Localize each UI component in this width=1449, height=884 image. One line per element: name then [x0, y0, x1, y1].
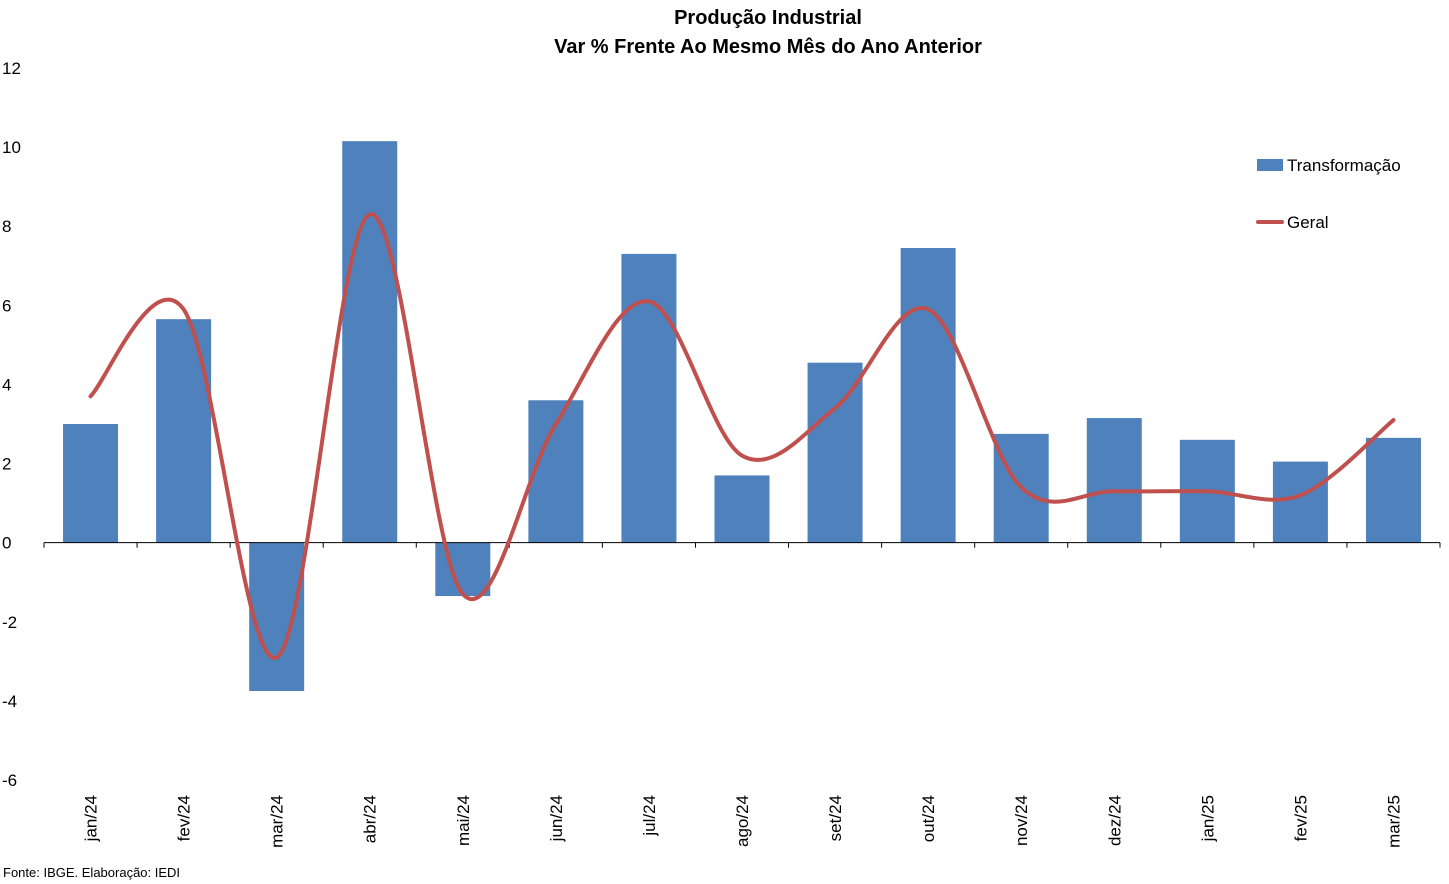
y-tick-label: -4 — [2, 692, 17, 711]
bar-mar-24 — [249, 542, 305, 691]
bar-fev-24 — [156, 319, 212, 543]
source-note: Fonte: IBGE. Elaboração: IEDI — [3, 865, 180, 880]
x-tick-label: mar/24 — [268, 795, 287, 848]
y-tick-label: 12 — [2, 59, 21, 78]
x-tick-label: set/24 — [826, 795, 845, 841]
bar-abr-24 — [342, 141, 398, 543]
y-tick-label: -2 — [2, 613, 17, 632]
bar-jan-24 — [63, 424, 119, 543]
y-tick-label: -6 — [2, 771, 17, 790]
x-tick-label: jan/25 — [1198, 795, 1217, 842]
legend: Transformação Geral — [1256, 156, 1401, 232]
y-tick-label: 2 — [2, 455, 11, 474]
y-tick-label: 4 — [2, 375, 11, 394]
x-tick-label: jun/24 — [547, 795, 566, 842]
x-tick-label: out/24 — [919, 795, 938, 842]
x-tick-label: fev/25 — [1291, 795, 1310, 841]
chart-title: Produção Industrial — [674, 7, 862, 29]
line-series-geral — [88, 212, 1396, 660]
legend-label-geral: Geral — [1287, 213, 1329, 232]
bar-mai-24 — [435, 542, 491, 597]
bar-dez-24 — [1086, 418, 1142, 543]
y-tick-label: 6 — [2, 296, 11, 315]
bar-out-24 — [900, 247, 956, 543]
y-tick-label: 0 — [2, 534, 11, 553]
chart-subtitle: Var % Frente Ao Mesmo Mês do Ano Anterio… — [554, 36, 982, 58]
x-tick-label: abr/24 — [361, 795, 380, 843]
x-tick-label: dez/24 — [1105, 795, 1124, 846]
x-tick-label: mar/25 — [1384, 795, 1403, 848]
bar-mar-25 — [1365, 437, 1421, 543]
y-tick-label: 10 — [2, 138, 21, 157]
y-tick-label: 8 — [2, 217, 11, 236]
x-tick-label: ago/24 — [733, 795, 752, 847]
bar-series-transformacao — [63, 141, 1421, 691]
bar-set-24 — [807, 362, 863, 543]
bar-jul-24 — [621, 253, 677, 543]
x-tick-label: jul/24 — [640, 795, 659, 837]
x-axis-tick-marks — [43, 542, 1441, 548]
x-tick-label: mai/24 — [454, 795, 473, 846]
x-tick-label: jan/24 — [82, 795, 101, 842]
legend-label-transformacao: Transformação — [1287, 156, 1401, 175]
x-tick-label: fev/24 — [175, 795, 194, 841]
bar-ago-24 — [714, 475, 770, 543]
x-tick-label: nov/24 — [1012, 795, 1031, 846]
legend-swatch-transformacao — [1257, 159, 1283, 171]
bar-fev-25 — [1272, 461, 1328, 543]
y-axis-ticks: 12 10 8 6 4 2 0 -2 -4 -6 — [2, 59, 21, 790]
x-axis-labels: jan/24 fev/24 mar/24 abr/24 mai/24 jun/24 jul/… — [82, 795, 1404, 848]
